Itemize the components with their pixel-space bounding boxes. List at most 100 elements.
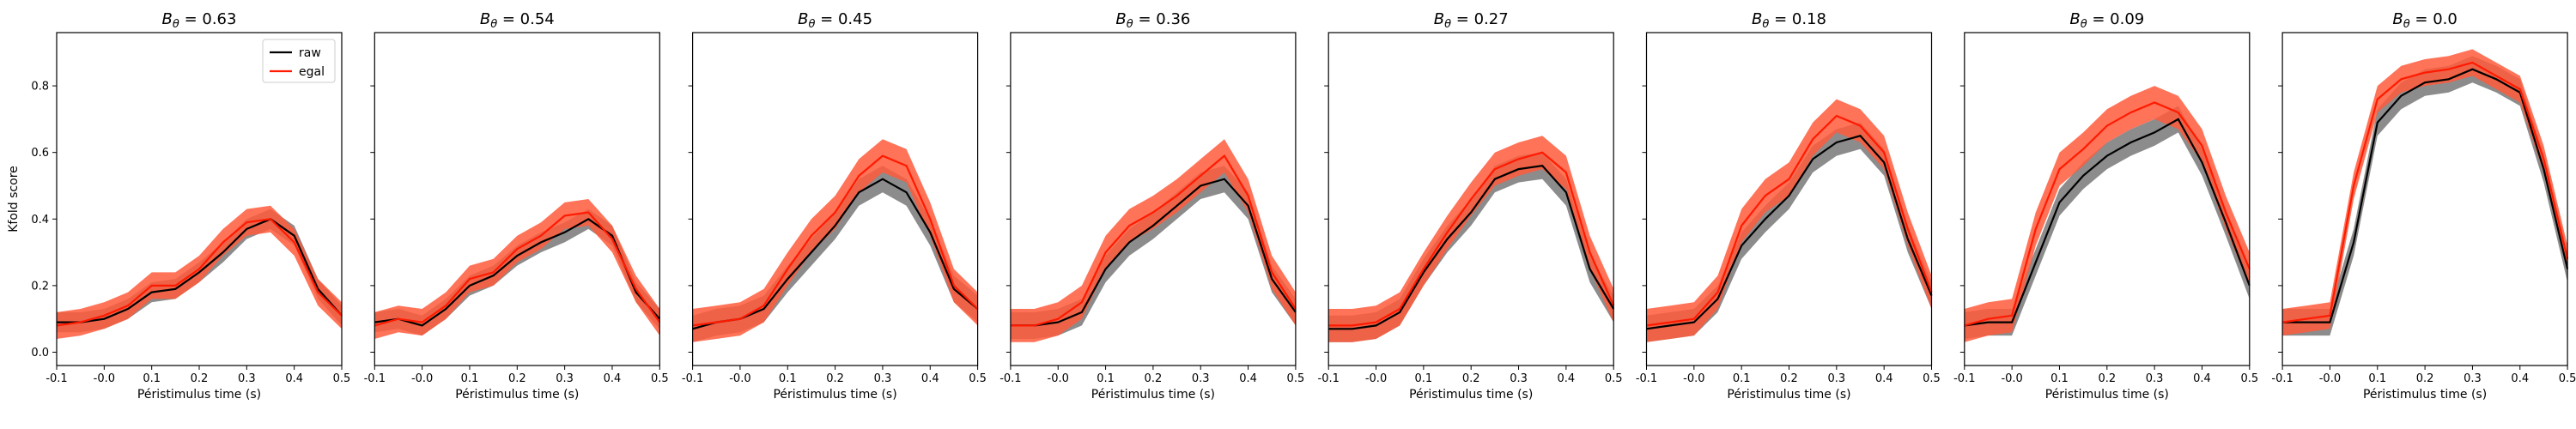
x-axis-label: Péristimulus time (s) <box>2363 388 2487 402</box>
x-axis-label: Péristimulus time (s) <box>1091 388 1215 402</box>
x-axis-label: Péristimulus time (s) <box>2045 388 2169 402</box>
panel-3: Bθ = 0.45 -0.1 -0.0 0.1 0.2 0.3 0.4 0.5 Péristim… <box>682 10 987 402</box>
x-axis-label: Péristimulus time (s) <box>773 388 896 402</box>
x-tick-label: -0.0 <box>411 372 433 385</box>
x-tick-label: 0.2 <box>2416 372 2434 385</box>
x-tick-label: -0.1 <box>999 372 1021 385</box>
band-egal <box>1964 86 2250 342</box>
x-tick-label: 0.3 <box>2146 372 2164 385</box>
x-tick-label: 0.5 <box>2240 372 2258 385</box>
x-tick-label: 0.1 <box>2368 372 2386 385</box>
x-tick-label: 0.5 <box>1923 372 1941 385</box>
x-tick-label: -0.0 <box>1683 372 1704 385</box>
x-tick-label: -0.0 <box>1365 372 1387 385</box>
x-tick-label: -0.1 <box>2271 372 2293 385</box>
x-tick-label: -0.1 <box>1318 372 1340 385</box>
x-tick-label: 0.5 <box>333 372 351 385</box>
legend-label-raw: raw <box>299 46 321 60</box>
x-tick-label: 0.4 <box>921 372 939 385</box>
x-tick-label: 0.4 <box>604 372 622 385</box>
x-tick-label: 0.2 <box>826 372 844 385</box>
x-tick-label: 0.1 <box>1415 372 1433 385</box>
x-tick-label: 0.3 <box>2464 372 2482 385</box>
x-tick-label: 0.5 <box>1605 372 1623 385</box>
y-axis-label: Kfold score <box>7 166 21 233</box>
x-tick-label: 0.2 <box>191 372 209 385</box>
x-tick-label: 0.1 <box>143 372 161 385</box>
x-tick-label: 0.4 <box>285 372 303 385</box>
x-tick-label: 0.4 <box>1875 372 1893 385</box>
x-tick-label: 0.1 <box>1097 372 1115 385</box>
x-axis-label: Péristimulus time (s) <box>1727 388 1850 402</box>
line-egal <box>1328 151 1615 327</box>
x-tick-label: -0.0 <box>2001 372 2022 385</box>
line-egal <box>1646 114 1933 327</box>
y-tick-label: 0.2 <box>31 280 49 293</box>
x-tick-label: 0.3 <box>1827 372 1845 385</box>
line-egal <box>56 218 343 327</box>
line-egal <box>692 154 979 327</box>
panel-6: Bθ = 0.18 -0.1 -0.0 0.1 0.2 0.3 0.4 0.5 Péristim… <box>1636 10 1941 402</box>
x-tick-label: -0.1 <box>682 372 703 385</box>
line-egal <box>1010 154 1297 327</box>
x-tick-label: 0.2 <box>2098 372 2116 385</box>
line-raw <box>2282 68 2569 323</box>
band-egal <box>692 139 978 342</box>
x-tick-label: 0.3 <box>1192 372 1210 385</box>
x-tick-label: 0.3 <box>874 372 892 385</box>
line-raw <box>1646 135 1933 330</box>
x-tick-label: 0.3 <box>1510 372 1528 385</box>
panel-1: Bθ = 0.63 -0.1 -0.0 0.1 0.2 0.3 0.4 0.5 Péristim… <box>31 10 350 402</box>
panel-title: Bθ = 0.63 <box>162 10 237 31</box>
panel-title: Bθ = 0.54 <box>480 10 555 31</box>
line-raw <box>1328 165 1615 330</box>
x-tick-label: 0.4 <box>2511 372 2529 385</box>
legend-label-egal: egal <box>299 65 325 79</box>
x-tick-label: 0.5 <box>1287 372 1305 385</box>
line-egal <box>2281 61 2569 323</box>
x-tick-label: 0.5 <box>2559 372 2576 385</box>
x-axis-label: Péristimulus time (s) <box>455 388 579 402</box>
x-tick-label: -0.1 <box>46 372 67 385</box>
x-axis-label: Péristimulus time (s) <box>137 388 261 402</box>
x-tick-label: 0.5 <box>651 372 669 385</box>
x-tick-label: 0.1 <box>2050 372 2069 385</box>
panel-4: Bθ = 0.36 -0.1 -0.0 0.1 0.2 0.3 0.4 0.5 Péristim… <box>999 10 1304 402</box>
band-egal <box>1328 136 1614 342</box>
line-raw <box>1964 118 2251 327</box>
x-tick-label: 0.1 <box>1733 372 1751 385</box>
x-tick-label: 0.3 <box>238 372 256 385</box>
panel-7: Bθ = 0.09 -0.1 -0.0 0.1 0.2 0.3 0.4 0.5 Péristim… <box>1953 10 2258 402</box>
x-tick-label: -0.0 <box>729 372 750 385</box>
line-egal <box>1964 101 2251 327</box>
panel-title: Bθ = 0.36 <box>1115 10 1190 31</box>
line-raw <box>57 218 343 323</box>
panel-2: Bθ = 0.54 -0.1 -0.0 0.1 0.2 0.3 0.4 0.5 Péristim… <box>364 10 669 402</box>
x-tick-label: 0.1 <box>461 372 479 385</box>
panel-title: Bθ = 0.0 <box>2392 10 2457 31</box>
y-tick-label: 0.0 <box>31 347 49 360</box>
x-tick-label: -0.1 <box>1953 372 1975 385</box>
panel-title: Bθ = 0.27 <box>1434 10 1509 31</box>
panel-title: Bθ = 0.09 <box>2069 10 2144 31</box>
x-tick-label: -0.0 <box>2319 372 2341 385</box>
x-tick-label: -0.0 <box>94 372 115 385</box>
x-tick-label: 0.4 <box>1239 372 1257 385</box>
band-egal <box>374 199 660 339</box>
line-raw <box>1010 178 1297 327</box>
x-tick-label: 0.4 <box>2193 372 2211 385</box>
panel-5: Bθ = 0.27 -0.1 -0.0 0.1 0.2 0.3 0.4 0.5 Péristim… <box>1318 10 1623 402</box>
y-tick-label: 0.6 <box>31 147 49 160</box>
x-tick-label: 0.5 <box>969 372 987 385</box>
x-tick-label: 0.2 <box>1462 372 1480 385</box>
panel-8: Bθ = 0.0 -0.1 -0.0 0.1 0.2 0.3 0.4 0.5 Péristimu… <box>2271 10 2576 402</box>
y-tick-label: 0.8 <box>31 81 49 94</box>
x-tick-label: 0.3 <box>556 372 574 385</box>
x-tick-label: 0.2 <box>1145 372 1163 385</box>
x-tick-label: -0.1 <box>1636 372 1657 385</box>
x-axis-label: Péristimulus time (s) <box>1409 388 1533 402</box>
y-tick-label: 0.4 <box>31 214 49 227</box>
panel-title: Bθ = 0.18 <box>1752 10 1826 31</box>
x-tick-label: 0.1 <box>779 372 797 385</box>
